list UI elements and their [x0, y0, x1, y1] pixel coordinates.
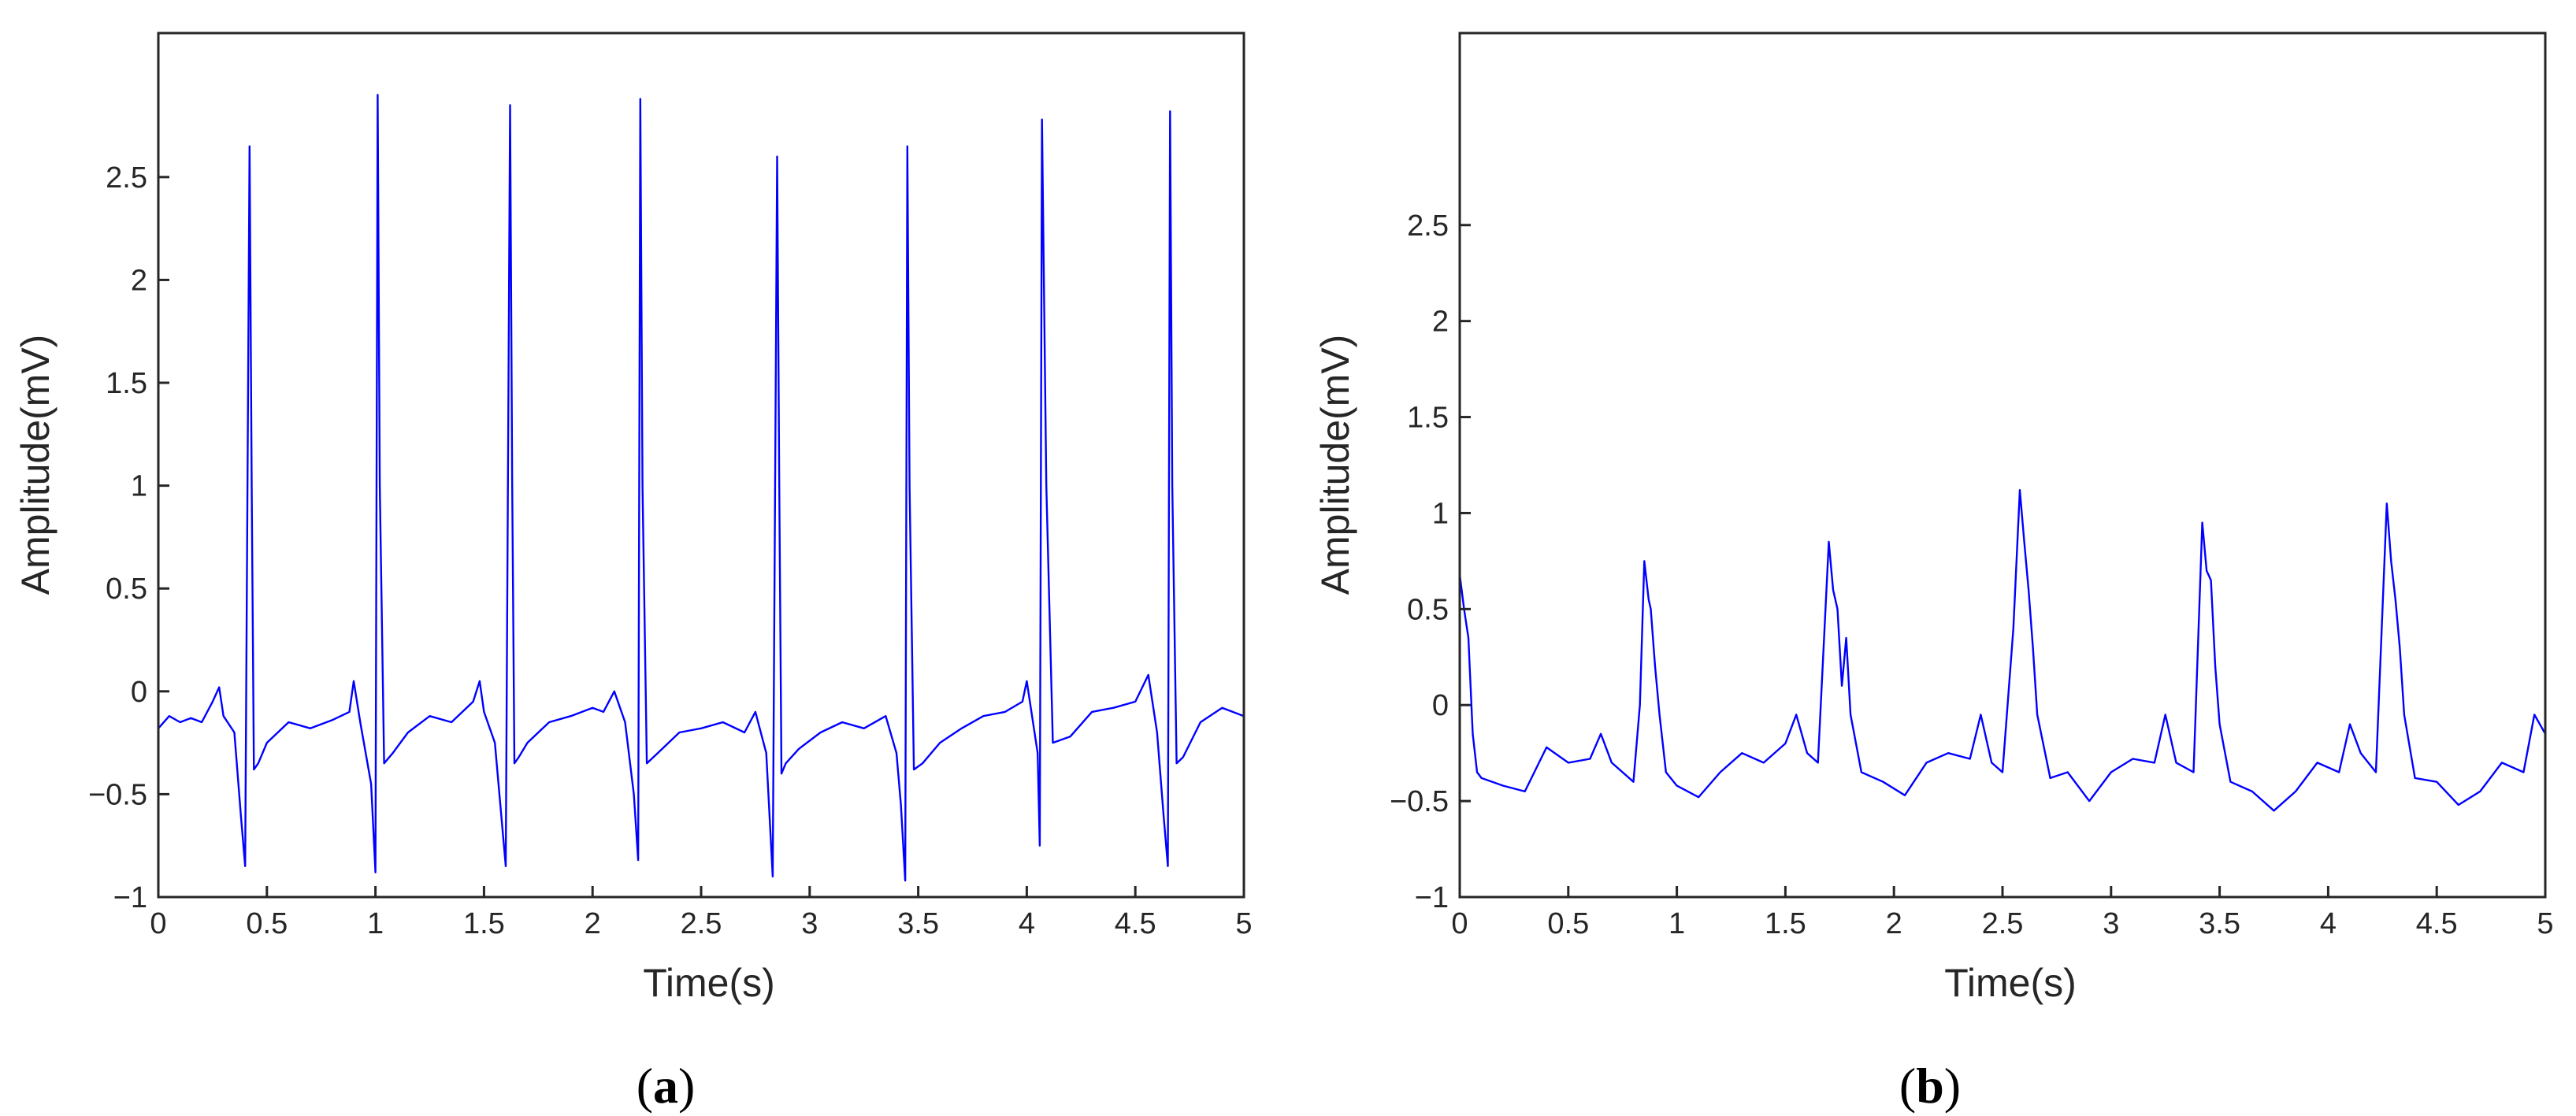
x-tick-label-a-7: 3.5	[897, 907, 939, 940]
ecg-trace-b-0	[1458, 489, 2547, 812]
y-tick-label-a-7: 2.5	[106, 161, 147, 195]
y-tick-label-a-3: 0.5	[106, 573, 147, 606]
x-tick-label-a-8: 4	[1019, 907, 1035, 940]
x-tick-label-a-10: 5	[1235, 907, 1252, 940]
y-tick-label-b-0: −1	[1415, 881, 1449, 914]
x-tick-label-a-3: 1.5	[463, 907, 505, 940]
y-tick-label-b-7: 2.5	[1407, 209, 1449, 243]
x-tick-label-b-6: 3	[2103, 907, 2119, 940]
x-tick-label-a-0: 0	[150, 907, 166, 940]
y-tick-label-a-2: 0	[131, 676, 147, 709]
x-axis-label-a: Time(s)	[643, 961, 775, 1005]
panel-a: 0 0.5 1 1.5 2 2.5 3 3.5 4 4.5 5−1−0.500.511.522.5 …	[13, 32, 1253, 1114]
y-tick-label-b-5: 1.5	[1407, 402, 1449, 435]
x-tick-label-b-9: 4.5	[2416, 907, 2458, 940]
x-axis-label-b: Time(s)	[1944, 961, 2077, 1005]
y-tick-label-a-4: 1	[131, 470, 147, 503]
panel-label-letter-b: b	[1916, 1058, 1944, 1114]
y-tick-label-b-3: 0.5	[1407, 593, 1449, 626]
y-tick-label-b-6: 2	[1432, 306, 1449, 339]
x-tick-label-a-6: 3	[801, 907, 818, 940]
x-tick-label-b-1: 0.5	[1547, 907, 1589, 940]
x-tick-label-b-5: 2.5	[1982, 907, 2024, 940]
y-tick-label-a-5: 1.5	[106, 367, 147, 400]
ecg-trace-a-0	[158, 94, 1245, 882]
y-tick-label-b-2: 0	[1432, 689, 1449, 722]
x-tick-label-b-2: 1	[1668, 907, 1685, 940]
x-tick-label-a-2: 1	[367, 907, 384, 940]
y-tick-label-a-0: −1	[113, 881, 147, 914]
y-tick-label-b-4: 1	[1432, 497, 1449, 530]
x-tick-label-b-4: 2	[1886, 907, 1902, 940]
x-tick-label-b-7: 3.5	[2199, 907, 2240, 940]
x-tick-label-a-9: 4.5	[1115, 907, 1156, 940]
x-tick-label-a-4: 2	[585, 907, 601, 940]
plot-area-b: 0 0.5 1 1.5 2 2.5 3 3.5 4 4.5 5 −1 −0.5 0 0.5 1 1.5 2 2.5	[1390, 32, 2554, 940]
y-axis-label-b: Amplitude(mV)	[1313, 335, 1357, 595]
x-tick-label-a-1: 0.5	[246, 907, 288, 940]
y-tick-label-a-1: −0.5	[88, 778, 147, 811]
panel-label-letter-a: a	[653, 1058, 678, 1114]
y-tick-label-a-6: 2	[131, 264, 147, 297]
y-axis-label-a: Amplitude(mV)	[13, 335, 58, 595]
panel-label-b: (b)	[1899, 1058, 1961, 1114]
plot-area-a: 0 0.5 1 1.5 2 2.5 3 3.5 4 4.5 5 −1 −0.5 0 0.5 1 1.5 2 2.5	[88, 32, 1253, 940]
x-tick-label-b-0: 0	[1451, 907, 1468, 940]
axes-frame-a	[157, 32, 1245, 899]
x-tick-label-a-5: 2.5	[681, 907, 722, 940]
y-tick-label-b-1: −0.5	[1390, 785, 1449, 818]
panel-b: 0 0.5 1 1.5 2 2.5 3 3.5 4 4.5 5−1−0.500.511.522.5 …	[1313, 32, 2554, 1114]
x-tick-label-b-8: 4	[2320, 907, 2337, 940]
x-tick-label-b-10: 5	[2537, 907, 2553, 940]
panel-label-a: (a)	[637, 1058, 696, 1114]
x-tick-label-b-3: 1.5	[1765, 907, 1806, 940]
